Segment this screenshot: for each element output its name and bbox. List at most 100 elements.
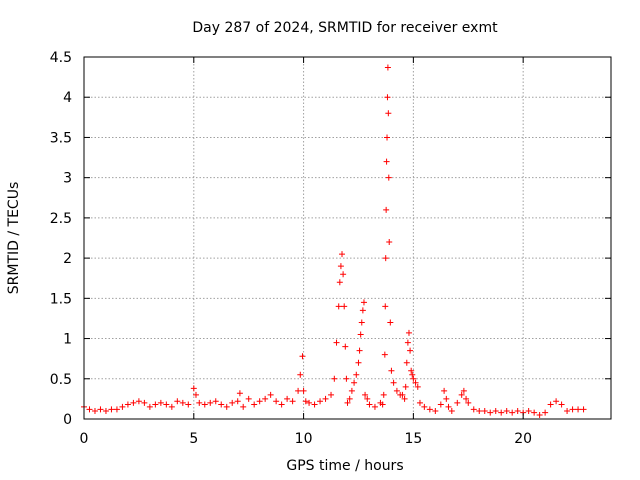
- data-point: [245, 395, 252, 402]
- data-point: [218, 401, 225, 408]
- data-point: [399, 391, 406, 398]
- data-point: [487, 409, 494, 416]
- data-point: [360, 299, 367, 306]
- data-point: [135, 398, 142, 405]
- data-point: [359, 307, 366, 314]
- data-point: [91, 407, 98, 414]
- data-point: [460, 387, 467, 394]
- data-point: [542, 409, 549, 416]
- grid-lines: [84, 57, 611, 419]
- y-tick-label: 1: [63, 332, 72, 348]
- data-point: [273, 398, 280, 405]
- data-point: [382, 303, 389, 310]
- data-point: [364, 395, 371, 402]
- data-point: [348, 387, 355, 394]
- data-point: [299, 353, 306, 360]
- data-point: [421, 403, 428, 410]
- data-point: [342, 343, 349, 350]
- data-markers: [81, 64, 587, 418]
- y-tick-label: 0: [63, 412, 72, 428]
- x-tick-label: 5: [189, 431, 198, 447]
- data-point: [384, 64, 391, 71]
- data-point: [185, 401, 192, 408]
- data-point: [432, 407, 439, 414]
- data-point: [336, 279, 343, 286]
- data-point: [536, 411, 543, 418]
- data-point: [341, 303, 348, 310]
- data-point: [437, 401, 444, 408]
- data-point: [575, 406, 582, 413]
- data-point: [380, 391, 387, 398]
- data-point: [353, 371, 360, 378]
- data-point: [234, 398, 241, 405]
- x-axis-title: GPS time / hours: [286, 458, 403, 474]
- data-point: [108, 406, 115, 413]
- data-point: [337, 263, 344, 270]
- data-point: [414, 383, 421, 390]
- y-tick-label: 3: [63, 171, 72, 187]
- data-point: [492, 407, 499, 414]
- data-point: [284, 395, 291, 402]
- data-point: [340, 271, 347, 278]
- data-point: [558, 401, 565, 408]
- data-point: [339, 251, 346, 258]
- data-point: [102, 407, 109, 414]
- data-point: [403, 359, 410, 366]
- data-point: [152, 401, 159, 408]
- data-point: [381, 351, 388, 358]
- data-point: [251, 401, 258, 408]
- data-point: [297, 371, 304, 378]
- data-point: [385, 110, 392, 117]
- data-point: [174, 398, 181, 405]
- data-point: [196, 399, 203, 406]
- plot-frame: [83, 56, 612, 420]
- data-point: [335, 303, 342, 310]
- data-point: [416, 399, 423, 406]
- data-point: [525, 407, 532, 414]
- y-tick-label: 4.5: [50, 50, 72, 66]
- data-point: [383, 158, 390, 165]
- data-point: [356, 347, 363, 354]
- data-point: [358, 319, 365, 326]
- data-point: [408, 367, 415, 374]
- data-point: [514, 407, 521, 414]
- data-point: [223, 403, 230, 410]
- data-point: [580, 406, 587, 413]
- y-tick-label: 2.5: [50, 211, 72, 227]
- y-tick-label: 3.5: [50, 130, 72, 146]
- data-point: [141, 399, 148, 406]
- x-tick-labels: 0 5 10 15 20: [80, 431, 533, 447]
- data-point: [509, 409, 516, 416]
- data-point: [351, 379, 358, 386]
- data-point: [441, 387, 448, 394]
- y-tick-labels: 0 0.5 1 1.5 2 2.5 3 3.5 4 4.5: [50, 50, 72, 428]
- data-point: [190, 385, 197, 392]
- data-point: [404, 339, 411, 346]
- data-point: [124, 401, 131, 408]
- y-tick-label: 1.5: [50, 291, 72, 307]
- data-point: [343, 375, 350, 382]
- data-point: [119, 403, 126, 410]
- data-point: [498, 409, 505, 416]
- data-point: [130, 399, 137, 406]
- data-point: [390, 379, 397, 386]
- data-point: [379, 401, 386, 408]
- data-point: [463, 395, 470, 402]
- data-point: [240, 403, 247, 410]
- chart-title: Day 287 of 2024, SRMTID for receiver exm…: [192, 20, 498, 36]
- data-point: [401, 395, 408, 402]
- data-point: [278, 401, 285, 408]
- data-point: [409, 371, 416, 378]
- y-tick-label: 2: [63, 251, 72, 267]
- data-point: [402, 383, 409, 390]
- x-tick-label: 15: [404, 431, 422, 447]
- data-point: [311, 401, 318, 408]
- y-tick-label: 0.5: [50, 372, 72, 388]
- data-point: [569, 406, 576, 413]
- data-point: [387, 319, 394, 326]
- data-point: [410, 375, 417, 382]
- data-point: [564, 407, 571, 414]
- data-point: [146, 403, 153, 410]
- data-point: [306, 399, 313, 406]
- data-point: [503, 407, 510, 414]
